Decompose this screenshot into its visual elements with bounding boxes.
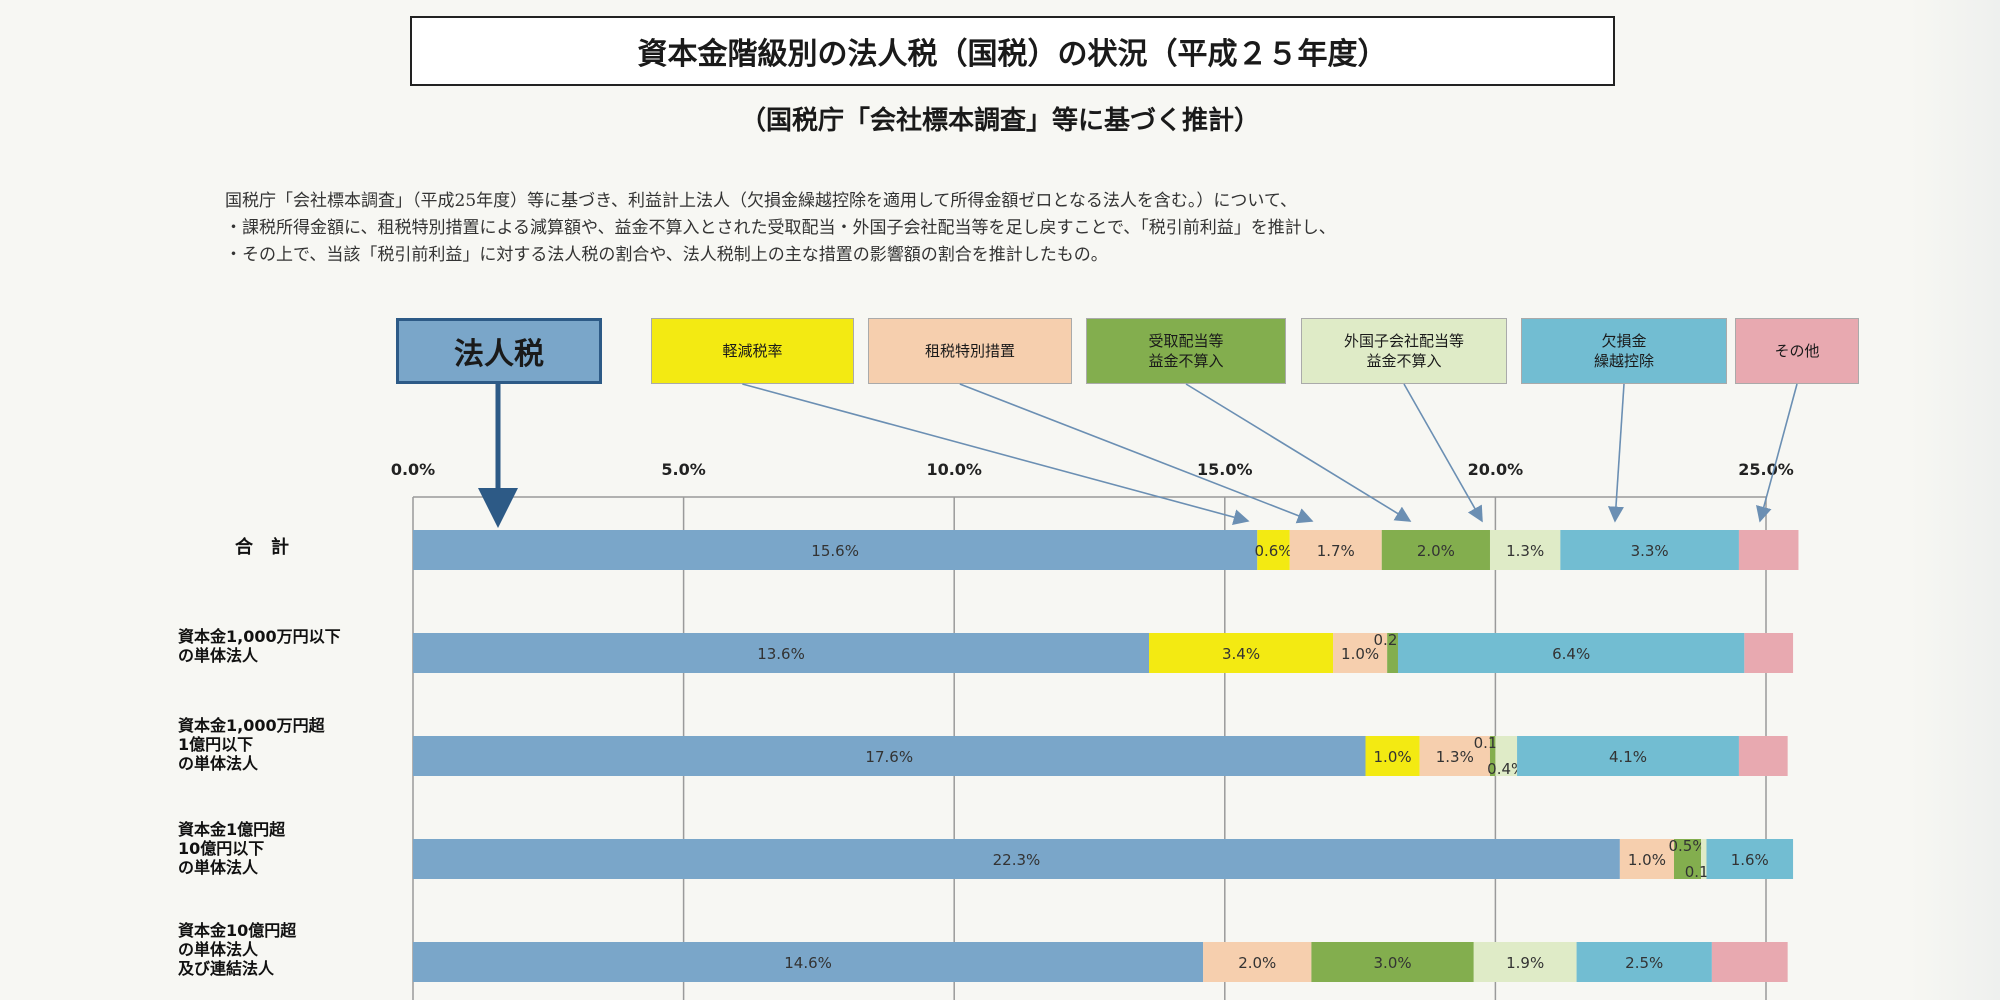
bar-segment bbox=[1203, 942, 1312, 982]
bar-data-label: 3.0% bbox=[1374, 954, 1412, 972]
bar-segment bbox=[1257, 530, 1290, 570]
bar-segment bbox=[1711, 942, 1788, 982]
legend-pointer-arrow bbox=[1403, 383, 1483, 523]
bar-segment bbox=[1289, 530, 1382, 570]
bar-data-label: 3.3% bbox=[1631, 542, 1669, 560]
bar-segment bbox=[1576, 942, 1712, 982]
bar-data-label: 17.6% bbox=[865, 748, 913, 766]
legend-item: 租税特別措置 bbox=[868, 318, 1072, 384]
bar-data-label: 1.0% bbox=[1374, 748, 1412, 766]
bar-data-label: 14.6% bbox=[784, 954, 832, 972]
bar-segment bbox=[1333, 633, 1388, 673]
bar-segment bbox=[1387, 633, 1398, 673]
description: 国税庁「会社標本調査」（平成25年度）等に基づき、利益計上法人（欠損金繰越控除を… bbox=[225, 188, 1336, 269]
x-tick-label: 0.0% bbox=[391, 460, 435, 479]
bar-segment bbox=[1560, 530, 1739, 570]
bar-segment bbox=[1738, 736, 1788, 776]
bar-data-label: 2.0% bbox=[1417, 542, 1455, 560]
bar-segment bbox=[413, 839, 1620, 879]
bar-segment bbox=[413, 530, 1258, 570]
page-edge-shadow bbox=[1910, 0, 2000, 1000]
bar-segment bbox=[1365, 736, 1420, 776]
category-label: 合 計 bbox=[235, 537, 289, 558]
legend-pointer-arrow bbox=[1756, 383, 1798, 523]
bar-segment bbox=[1701, 839, 1707, 879]
bar-data-label: 0.4% bbox=[1487, 760, 1525, 778]
legend-item: 欠損金 繰越控除 bbox=[1521, 318, 1727, 384]
bar-data-label: 3.4% bbox=[1222, 645, 1260, 663]
page-subtitle: （国税庁「会社標本調査」等に基づく推計） bbox=[739, 106, 1260, 136]
bar-data-label: 13.6% bbox=[757, 645, 805, 663]
bar-segment bbox=[1311, 942, 1474, 982]
bar-data-label: 1.0% bbox=[1628, 851, 1666, 869]
legend-pointer-arrow bbox=[959, 383, 1314, 524]
legend-pointer-arrow bbox=[742, 383, 1250, 525]
bar-segment bbox=[413, 942, 1204, 982]
bar-data-label: 1.3% bbox=[1436, 748, 1474, 766]
bar-data-label: 15.6% bbox=[811, 542, 859, 560]
x-tick-label: 25.0% bbox=[1738, 460, 1794, 479]
bar-segment bbox=[1673, 839, 1702, 879]
bar-data-label: 1.3% bbox=[1506, 542, 1544, 560]
bar-segment bbox=[1738, 530, 1799, 570]
bar-segment bbox=[1517, 736, 1739, 776]
bar-segment bbox=[1619, 839, 1674, 879]
bar-data-label: 2.0% bbox=[1238, 954, 1276, 972]
legend-item: 外国子会社配当等 益金不算入 bbox=[1301, 318, 1507, 384]
bar-segment bbox=[1744, 633, 1794, 673]
bar-data-label: 0.5% bbox=[1668, 837, 1706, 855]
description-line: ・課税所得金額に、租税特別措置による減算額や、益金不算入とされた受取配当・外国子… bbox=[225, 218, 1336, 238]
bar-segment bbox=[1495, 736, 1518, 776]
bar-data-label: 1.0% bbox=[1341, 645, 1379, 663]
description-line: ・その上で、当該「税引前利益」に対する法人税の割合や、法人税制上の主な措置の影響… bbox=[225, 245, 1108, 265]
bar-segment bbox=[413, 633, 1150, 673]
category-label: 資本金1,000万円超 1億円以下 の単体法人 bbox=[178, 716, 325, 773]
bar-data-label: 1.6% bbox=[1731, 851, 1769, 869]
category-label: 資本金10億円超 の単体法人 及び連結法人 bbox=[178, 921, 297, 978]
bar-data-label: 1.7% bbox=[1317, 542, 1355, 560]
bar-segment bbox=[413, 736, 1366, 776]
x-tick-label: 15.0% bbox=[1197, 460, 1253, 479]
description-line: 国税庁「会社標本調査」（平成25年度）等に基づき、利益計上法人（欠損金繰越控除を… bbox=[225, 191, 1298, 211]
x-tick-label: 10.0% bbox=[926, 460, 982, 479]
legend-item: その他 bbox=[1735, 318, 1859, 384]
legend-pointer-arrow bbox=[1607, 383, 1625, 523]
bar-segment bbox=[1397, 633, 1745, 673]
bar-segment bbox=[1149, 633, 1334, 673]
bar-data-label: 22.3% bbox=[993, 851, 1041, 869]
x-tick-label: 20.0% bbox=[1468, 460, 1524, 479]
bar-segment bbox=[1489, 736, 1496, 776]
bar-data-label: 0.6% bbox=[1254, 542, 1292, 560]
x-tick-label: 5.0% bbox=[661, 460, 705, 479]
bar-data-label: 2.5% bbox=[1625, 954, 1663, 972]
legend-item: 軽減税率 bbox=[651, 318, 854, 384]
bar-segment bbox=[1473, 942, 1577, 982]
bar-segment bbox=[1419, 736, 1490, 776]
bar-segment bbox=[1381, 530, 1490, 570]
bar-data-label: 4.1% bbox=[1609, 748, 1647, 766]
main-series-label: 法人税 bbox=[396, 318, 602, 384]
page-title: 資本金階級別の法人税（国税）の状況（平成２５年度） bbox=[410, 16, 1615, 86]
bar-segment bbox=[1489, 530, 1561, 570]
legend-item: 受取配当等 益金不算入 bbox=[1086, 318, 1286, 384]
category-label: 資本金1億円超 10億円以下 の単体法人 bbox=[178, 820, 286, 877]
bar-data-label: 1.9% bbox=[1506, 954, 1544, 972]
legend-pointer-arrow bbox=[1185, 383, 1412, 522]
category-label: 資本金1,000万円以下 の単体法人 bbox=[178, 627, 341, 665]
bar-segment bbox=[1706, 839, 1794, 879]
bar-data-label: 6.4% bbox=[1552, 645, 1590, 663]
